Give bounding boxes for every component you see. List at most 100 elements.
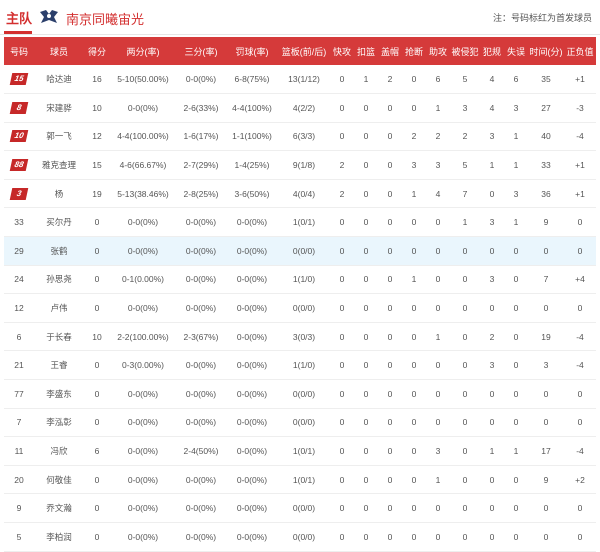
stat-cell-ft: 0-0(0%) xyxy=(226,408,278,438)
column-header[interactable]: 盖帽 xyxy=(378,37,402,65)
team-logo-icon xyxy=(40,10,58,23)
table-row[interactable]: 20 何敬佳 0 0-0(0%) 0-0(0%) 0-0(0%) 1(0/1) 0 0 0 0 1 0 0… xyxy=(4,465,596,495)
column-header[interactable]: 时间(分) xyxy=(528,37,564,65)
stat-cell-dunk: 0 xyxy=(354,236,378,266)
column-header[interactable]: 失误 xyxy=(504,37,528,65)
player-name-link[interactable]: 李泓彰 xyxy=(34,408,84,438)
column-header[interactable]: 篮板(前/后) xyxy=(278,37,330,65)
player-name-link[interactable]: 何敬佳 xyxy=(34,465,84,495)
stat-cell-pts: 15 xyxy=(84,150,110,180)
starter-note: 注：号码标红为首发球员 xyxy=(492,13,592,23)
jersey-number-cell: 5 xyxy=(4,522,34,552)
stat-cell-blk: 0 xyxy=(378,322,402,352)
stat-cell-reb: 4(2/2) xyxy=(278,93,330,123)
stat-cell-min: 33 xyxy=(528,150,564,180)
stat-cell-reb: 3(0/3) xyxy=(278,322,330,352)
jersey-number: 9 xyxy=(16,503,22,514)
column-header[interactable]: 罚球(率) xyxy=(226,37,278,65)
stat-cell-to: 6 xyxy=(504,65,528,95)
table-row[interactable]: 3 杨 19 5-13(38.46%) 2-8(25%) 3-6(50%) 4(0/4) 2 0… xyxy=(4,179,596,209)
stat-cell-blk: 0 xyxy=(378,522,402,552)
stat-cell-blk: 2 xyxy=(378,65,402,95)
stat-cell-pm: -4 xyxy=(564,322,596,352)
stat-cell-pts: 0 xyxy=(84,236,110,266)
jersey-number-cell: 7 xyxy=(4,408,34,438)
player-name-link[interactable]: 郭一飞 xyxy=(34,122,84,152)
player-name-link[interactable]: 哈达迪 xyxy=(34,65,84,95)
stat-cell-ft: 0-0(0%) xyxy=(226,322,278,352)
jersey-number-cell: 77 xyxy=(4,379,34,409)
column-header[interactable]: 快攻 xyxy=(330,37,354,65)
column-header[interactable]: 犯规 xyxy=(480,37,504,65)
table-row[interactable]: 8 宋建骅 10 0-0(0%) 2-6(33%) 4-4(100%) 4(2/2) 0 0 0 0… xyxy=(4,93,596,123)
player-name-link[interactable]: 王睿 xyxy=(34,350,84,381)
table-row[interactable]: 88 雅克查理 15 4-6(66.67%) 2-7(29%) 1-4(25%) 9(1/8… xyxy=(4,150,596,180)
player-name-link[interactable]: 冯欣 xyxy=(34,436,84,466)
stat-cell-pf: 3 xyxy=(480,207,504,238)
stat-cell-pts: 0 xyxy=(84,465,110,495)
stat-cell-blk: 0 xyxy=(378,236,402,266)
stat-cell-fb: 0 xyxy=(330,493,354,523)
column-header[interactable]: 得分 xyxy=(84,37,110,65)
jersey-number: 12 xyxy=(14,303,24,314)
table-row[interactable]: 9 乔文瀚 0 0-0(0%) 0-0(0%) 0-0(0%) 0(0/0) 0 0 0 0 0 0 0 0… xyxy=(4,493,596,523)
column-header[interactable]: 号码 xyxy=(4,37,34,65)
table-row[interactable]: 77 李盛东 0 0-0(0%) 0-0(0%) 0-0(0%) 0(0/0) 0 0 0 0 0 0 0… xyxy=(4,379,596,409)
table-row[interactable]: 15 哈达迪 16 5-10(50.00%) 0-0(0%) 6-8(75%) 13(1/1… xyxy=(4,65,596,95)
column-header[interactable]: 扣篮 xyxy=(354,37,378,65)
column-header[interactable]: 正负值 xyxy=(564,37,596,65)
stat-cell-reb: 1(0/1) xyxy=(278,207,330,238)
stat-cell-ft: 0-0(0%) xyxy=(226,265,278,295)
column-header[interactable]: 两分(率) xyxy=(110,37,176,65)
player-name-link[interactable]: 雅克查理 xyxy=(34,150,84,180)
stat-cell-blk: 0 xyxy=(378,350,402,381)
stat-cell-pf: 1 xyxy=(480,150,504,180)
table-row[interactable]: 5 李柏润 0 0-0(0%) 0-0(0%) 0-0(0%) 0(0/0) 0 0 0 0 0 0 0 0… xyxy=(4,522,596,552)
stat-cell-two: 0-0(0%) xyxy=(110,408,176,438)
stat-cell-ast: 0 xyxy=(426,265,450,295)
player-name-link[interactable]: 孙思尧 xyxy=(34,265,84,295)
player-name-link[interactable]: 宋建骅 xyxy=(34,93,84,123)
stat-cell-three: 0-0(0%) xyxy=(176,236,226,266)
player-name-link[interactable]: 李盛东 xyxy=(34,379,84,409)
stat-cell-pm: +4 xyxy=(564,265,596,295)
player-name-link[interactable]: 买尔丹 xyxy=(34,207,84,238)
team-name[interactable]: 南京同曦宙光 xyxy=(66,12,145,27)
player-name-link[interactable]: 卢伟 xyxy=(34,293,84,323)
player-name-link[interactable]: 杨 xyxy=(34,179,84,209)
table-row[interactable]: 12 卢伟 0 0-0(0%) 0-0(0%) 0-0(0%) 0(0/0) 0 0 0 0 0 0 0 0… xyxy=(4,293,596,323)
stat-cell-reb: 4(0/4) xyxy=(278,179,330,209)
player-name-link[interactable]: 李柏润 xyxy=(34,522,84,552)
stat-cell-pm: 0 xyxy=(564,236,596,266)
table-row[interactable]: 24 孙思尧 0 0-1(0.00%) 0-0(0%) 0-0(0%) 1(1/0) 0 0 0 1… xyxy=(4,265,596,295)
stat-cell-ast: 1 xyxy=(426,322,450,352)
stat-cell-ast: 6 xyxy=(426,65,450,95)
stat-cell-to: 1 xyxy=(504,150,528,180)
column-header[interactable]: 三分(率) xyxy=(176,37,226,65)
stat-cell-two: 2-2(100.00%) xyxy=(110,322,176,352)
table-row[interactable]: 21 王睿 0 0-3(0.00%) 0-0(0%) 0-0(0%) 1(1/0) 0 0 0 0 0… xyxy=(4,350,596,381)
player-name-link[interactable]: 张鹤 xyxy=(34,236,84,266)
stat-cell-ast: 3 xyxy=(426,150,450,180)
column-header[interactable]: 被侵犯 xyxy=(450,37,480,65)
stat-cell-stl: 3 xyxy=(402,150,426,180)
player-name-link[interactable]: 乔文瀚 xyxy=(34,493,84,523)
stat-cell-stl: 0 xyxy=(402,65,426,95)
table-row[interactable]: 11 冯欣 6 0-0(0%) 2-4(50%) 0-0(0%) 1(0/1) 0 0 0 0 3 0 1… xyxy=(4,436,596,466)
player-name-link[interactable]: 于长春 xyxy=(34,322,84,352)
stat-cell-stl: 0 xyxy=(402,522,426,552)
table-row[interactable]: 33 买尔丹 0 0-0(0%) 0-0(0%) 0-0(0%) 1(0/1) 0 0 0 0 0 1 3… xyxy=(4,207,596,238)
table-row[interactable]: 29 张鹤 0 0-0(0%) 0-0(0%) 0-0(0%) 0(0/0) 0 0 0 0 0 0 0 0… xyxy=(4,236,596,266)
stat-cell-pm: 0 xyxy=(564,379,596,409)
column-header[interactable]: 抢断 xyxy=(402,37,426,65)
stat-cell-ft: 0-0(0%) xyxy=(226,465,278,495)
table-row[interactable]: 7 李泓彰 0 0-0(0%) 0-0(0%) 0-0(0%) 0(0/0) 0 0 0 0 0 0 0 0… xyxy=(4,408,596,438)
column-header[interactable]: 助攻 xyxy=(426,37,450,65)
stat-cell-fd: 0 xyxy=(450,493,480,523)
tab-home-team[interactable]: 主队 xyxy=(6,11,33,26)
stat-cell-dunk: 0 xyxy=(354,265,378,295)
table-row[interactable]: 6 于长春 10 2-2(100.00%) 2-3(67%) 0-0(0%) 3(0/3) 0… xyxy=(4,322,596,352)
column-header[interactable]: 球员 xyxy=(34,37,84,65)
stat-cell-reb: 0(0/0) xyxy=(278,493,330,523)
table-row[interactable]: 10 郭一飞 12 4-4(100.00%) 1-6(17%) 1-1(100%) 6(3/… xyxy=(4,122,596,152)
